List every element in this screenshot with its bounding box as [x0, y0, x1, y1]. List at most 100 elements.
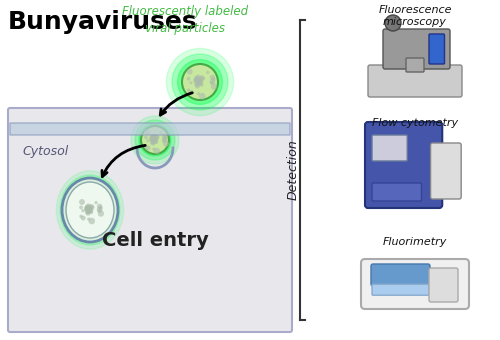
Circle shape — [198, 79, 202, 84]
Circle shape — [86, 206, 92, 212]
Circle shape — [153, 137, 158, 142]
Circle shape — [150, 141, 154, 144]
FancyBboxPatch shape — [372, 284, 429, 295]
Circle shape — [162, 139, 166, 143]
Circle shape — [194, 79, 200, 86]
FancyBboxPatch shape — [10, 123, 290, 135]
Text: Fluorescence
microscopy: Fluorescence microscopy — [378, 5, 452, 28]
Circle shape — [195, 74, 201, 80]
Circle shape — [385, 15, 401, 31]
Circle shape — [196, 78, 202, 83]
FancyBboxPatch shape — [368, 65, 462, 97]
Circle shape — [166, 48, 234, 116]
Circle shape — [150, 135, 156, 140]
Circle shape — [144, 129, 150, 135]
Circle shape — [187, 69, 192, 75]
Circle shape — [172, 54, 228, 110]
Circle shape — [87, 218, 90, 221]
Circle shape — [197, 92, 200, 95]
Circle shape — [200, 83, 203, 87]
Circle shape — [88, 218, 95, 224]
Text: Fluorimetry: Fluorimetry — [383, 237, 447, 247]
Circle shape — [150, 137, 156, 144]
FancyBboxPatch shape — [361, 259, 469, 309]
Circle shape — [193, 78, 198, 83]
Circle shape — [178, 59, 222, 104]
Circle shape — [152, 139, 156, 143]
Circle shape — [141, 126, 169, 154]
Ellipse shape — [64, 179, 116, 241]
Circle shape — [84, 205, 90, 211]
Circle shape — [84, 207, 91, 214]
Circle shape — [90, 210, 93, 214]
Circle shape — [155, 135, 160, 139]
Circle shape — [152, 137, 158, 144]
Circle shape — [200, 75, 204, 80]
Circle shape — [150, 135, 156, 141]
FancyBboxPatch shape — [383, 29, 450, 69]
Text: Cell entry: Cell entry — [102, 231, 208, 250]
Circle shape — [206, 71, 210, 74]
FancyBboxPatch shape — [406, 58, 424, 72]
FancyBboxPatch shape — [429, 34, 444, 64]
Text: Cytosol: Cytosol — [22, 145, 68, 158]
Text: Bunyaviruses: Bunyaviruses — [8, 10, 198, 34]
Circle shape — [154, 148, 160, 154]
FancyBboxPatch shape — [371, 264, 430, 286]
Circle shape — [195, 84, 198, 87]
Circle shape — [150, 134, 156, 139]
Circle shape — [195, 84, 200, 89]
Text: Detection: Detection — [286, 140, 300, 200]
Circle shape — [210, 74, 215, 80]
Circle shape — [86, 205, 90, 210]
Circle shape — [87, 210, 90, 213]
Circle shape — [188, 90, 194, 95]
Circle shape — [89, 204, 94, 209]
FancyBboxPatch shape — [365, 122, 442, 208]
Circle shape — [152, 136, 158, 142]
Circle shape — [152, 148, 156, 151]
Circle shape — [97, 204, 102, 209]
Circle shape — [163, 140, 169, 147]
Circle shape — [86, 206, 92, 212]
Circle shape — [86, 209, 90, 213]
Circle shape — [94, 201, 98, 204]
Circle shape — [90, 205, 94, 209]
Circle shape — [194, 76, 200, 83]
Circle shape — [162, 134, 168, 139]
FancyBboxPatch shape — [372, 135, 407, 161]
Text: Flow cytometry: Flow cytometry — [372, 118, 458, 128]
Circle shape — [144, 136, 148, 139]
Ellipse shape — [62, 178, 118, 242]
Ellipse shape — [60, 175, 120, 245]
Circle shape — [151, 137, 156, 142]
Circle shape — [86, 207, 91, 212]
Circle shape — [182, 64, 218, 100]
Circle shape — [146, 139, 150, 142]
Circle shape — [98, 210, 104, 217]
Circle shape — [151, 136, 158, 142]
FancyBboxPatch shape — [372, 183, 422, 201]
Circle shape — [98, 209, 101, 212]
Circle shape — [160, 131, 162, 134]
Circle shape — [194, 76, 200, 81]
Circle shape — [152, 140, 155, 143]
Circle shape — [190, 81, 192, 84]
Text: Fluorescently labeled
viral particles: Fluorescently labeled viral particles — [122, 5, 248, 35]
Circle shape — [196, 79, 203, 86]
Circle shape — [150, 141, 156, 146]
Circle shape — [146, 146, 150, 151]
Circle shape — [84, 206, 89, 211]
Circle shape — [79, 199, 85, 205]
Circle shape — [80, 215, 82, 218]
Circle shape — [187, 88, 190, 92]
Circle shape — [154, 140, 158, 144]
Circle shape — [210, 81, 214, 85]
Circle shape — [200, 76, 205, 81]
Circle shape — [199, 93, 205, 100]
Circle shape — [196, 82, 200, 85]
Circle shape — [211, 84, 217, 90]
Circle shape — [144, 144, 148, 148]
Circle shape — [98, 206, 102, 210]
Circle shape — [88, 207, 92, 211]
